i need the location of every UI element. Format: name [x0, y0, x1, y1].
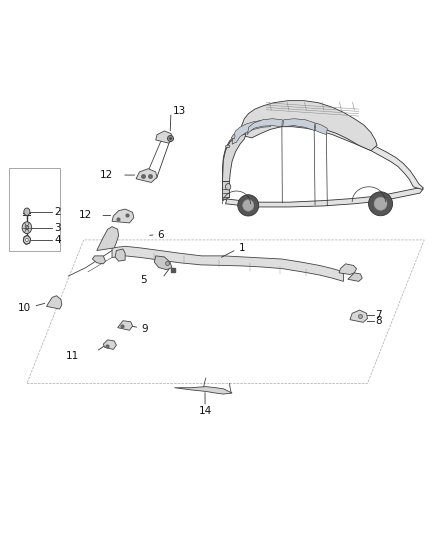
Polygon shape: [247, 119, 283, 135]
Text: 7: 7: [375, 310, 382, 320]
Polygon shape: [115, 249, 125, 261]
Polygon shape: [339, 264, 357, 274]
Polygon shape: [348, 273, 362, 281]
Polygon shape: [118, 321, 133, 330]
Polygon shape: [223, 123, 424, 200]
Polygon shape: [350, 310, 367, 322]
Polygon shape: [92, 256, 106, 264]
Polygon shape: [136, 168, 157, 182]
Ellipse shape: [226, 145, 230, 148]
Polygon shape: [226, 188, 424, 207]
Text: 12: 12: [100, 170, 113, 180]
Text: 14: 14: [198, 406, 212, 416]
Circle shape: [25, 238, 28, 241]
Ellipse shape: [243, 199, 254, 211]
Circle shape: [226, 183, 231, 190]
Polygon shape: [112, 209, 134, 223]
Polygon shape: [283, 119, 315, 131]
Polygon shape: [97, 227, 119, 251]
Circle shape: [25, 225, 28, 230]
Polygon shape: [174, 386, 232, 394]
Polygon shape: [154, 256, 172, 270]
Circle shape: [23, 236, 30, 244]
Text: 10: 10: [18, 303, 31, 313]
Polygon shape: [112, 246, 343, 281]
Polygon shape: [155, 131, 173, 143]
Text: 9: 9: [141, 324, 148, 334]
Ellipse shape: [238, 195, 259, 216]
Polygon shape: [232, 120, 272, 144]
Text: 2: 2: [54, 207, 60, 217]
Polygon shape: [223, 181, 230, 200]
Text: 12: 12: [78, 211, 92, 221]
Text: 13: 13: [173, 106, 186, 116]
Polygon shape: [103, 340, 117, 350]
Text: 5: 5: [140, 275, 147, 285]
Polygon shape: [240, 101, 377, 151]
Polygon shape: [231, 134, 235, 139]
Polygon shape: [315, 123, 327, 135]
Text: 1: 1: [239, 244, 245, 253]
Polygon shape: [223, 134, 246, 181]
Circle shape: [24, 208, 30, 215]
Text: 3: 3: [54, 223, 60, 233]
Circle shape: [22, 222, 32, 233]
Ellipse shape: [374, 197, 387, 211]
Text: 4: 4: [54, 235, 60, 245]
Ellipse shape: [368, 192, 392, 216]
Polygon shape: [46, 296, 62, 309]
Text: 8: 8: [375, 316, 382, 326]
Text: 6: 6: [157, 230, 164, 240]
Text: 11: 11: [65, 351, 78, 361]
